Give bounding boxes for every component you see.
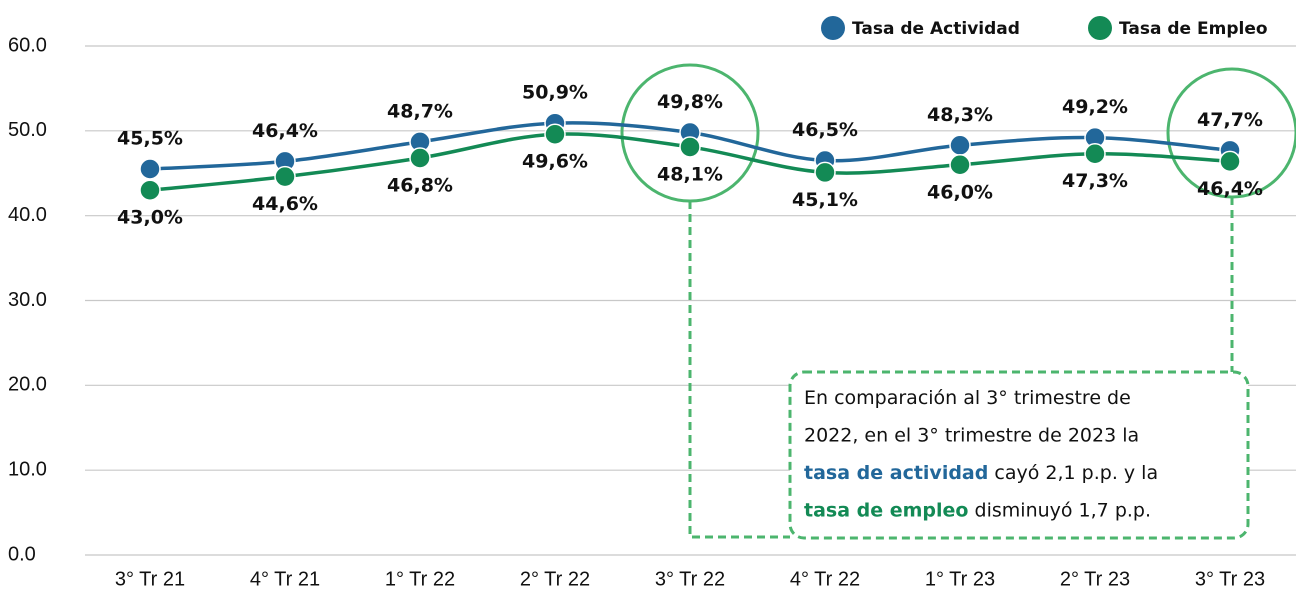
point: [949, 154, 971, 176]
data-label: 45,5%: [117, 128, 183, 150]
x-tick-label: 1° Tr 22: [385, 568, 455, 590]
legend-swatch: [1088, 16, 1112, 40]
x-tick-label: 3° Tr 21: [115, 568, 185, 590]
annotation-line: 2022, en el 3° trimestre de 2023 la: [804, 424, 1139, 446]
annotation-text: tasa de empleo: [804, 499, 969, 521]
data-label: 48,7%: [387, 100, 453, 122]
point: [1219, 150, 1241, 173]
y-tick-label: 10.0: [8, 458, 47, 480]
x-tick-label: 2° Tr 22: [520, 568, 590, 590]
data-label: 50,9%: [522, 82, 588, 104]
point: [274, 165, 296, 188]
annotation-line: tasa de empleo disminuyó 1,7 p.p.: [804, 499, 1151, 521]
x-tick-label: 2° Tr 23: [1060, 568, 1130, 590]
y-tick-label: 0.0: [8, 543, 36, 565]
point: [814, 161, 836, 184]
annotation-line: En comparación al 3° trimestre de: [804, 387, 1131, 409]
data-label: 46,0%: [927, 181, 993, 203]
y-tick-label: 30.0: [8, 289, 47, 311]
connector: [688, 201, 790, 539]
annotation-text: 2022, en el 3° trimestre de 2023 la: [804, 424, 1139, 446]
y-tick-label: 20.0: [8, 374, 47, 396]
annotation-line: tasa de actividad cayó 2,1 p.p. y la: [804, 462, 1158, 484]
data-label: 47,3%: [1062, 170, 1128, 192]
data-label: 44,6%: [252, 193, 318, 215]
point: [139, 158, 161, 180]
point: [139, 179, 161, 201]
legend-label: Tasa de Empleo: [1119, 19, 1268, 39]
x-tick-label: 3° Tr 23: [1195, 568, 1265, 590]
point: [679, 136, 701, 158]
annotation-text: tasa de actividad: [804, 462, 988, 484]
y-tick-label: 50.0: [8, 119, 47, 141]
data-label: 47,7%: [1197, 109, 1263, 131]
point: [409, 147, 431, 169]
x-tick-label: 4° Tr 22: [790, 568, 860, 590]
data-label: 43,0%: [117, 207, 183, 229]
y-tick-label: 60.0: [8, 34, 47, 56]
data-label: 48,3%: [927, 104, 993, 126]
legend-swatch: [821, 16, 845, 40]
data-label: 49,8%: [657, 91, 723, 113]
x-tick-label: 4° Tr 21: [250, 568, 320, 590]
data-label: 49,6%: [522, 151, 588, 173]
data-label: 48,1%: [657, 163, 723, 185]
annotation-box: [788, 370, 1250, 540]
y-tick-label: 40.0: [8, 204, 47, 226]
x-tick-label: 3° Tr 22: [655, 568, 725, 590]
data-label: 46,4%: [1197, 178, 1263, 200]
point: [1084, 142, 1106, 165]
annotation-text: disminuyó 1,7 p.p.: [969, 499, 1152, 521]
point: [949, 134, 971, 157]
annotation-text: En comparación al 3° trimestre de: [804, 387, 1131, 409]
data-label: 46,5%: [792, 119, 858, 141]
x-tick-label: 1° Tr 23: [925, 568, 995, 590]
data-label: 46,4%: [252, 120, 318, 142]
data-label: 45,1%: [792, 189, 858, 211]
legend-label: Tasa de Actividad: [852, 19, 1020, 39]
data-label: 46,8%: [387, 174, 453, 196]
data-label: 49,2%: [1062, 96, 1128, 118]
highlights: [620, 63, 1296, 540]
annotation-text: cayó 2,1 p.p. y la: [988, 462, 1158, 484]
point: [544, 123, 566, 145]
